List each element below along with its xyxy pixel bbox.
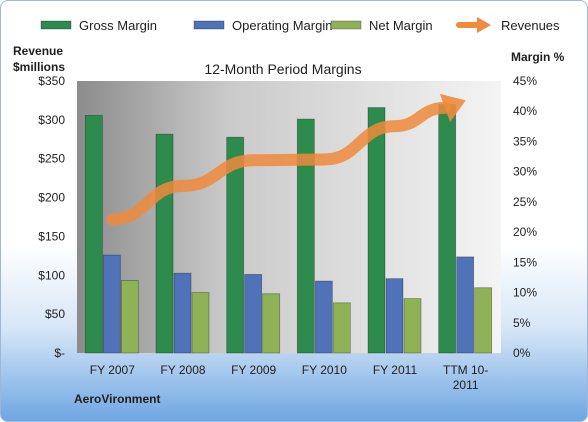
x-tick-label: FY 2011 bbox=[373, 363, 418, 377]
bar-net-margin bbox=[120, 280, 139, 354]
y-left-tick-label: $100 bbox=[38, 268, 65, 282]
y-left-tick-label: $250 bbox=[38, 152, 65, 166]
x-tick-label: TTM 10- bbox=[443, 363, 488, 377]
company-label: AeroVironment bbox=[74, 392, 160, 406]
revenue-line bbox=[106, 101, 451, 226]
bar-operating-margin bbox=[244, 274, 263, 354]
bar-operating-margin bbox=[173, 272, 192, 354]
y-right-tick-label: 30% bbox=[513, 165, 537, 179]
x-tick-label: FY 2007 bbox=[90, 363, 135, 377]
bar-net-margin bbox=[332, 302, 351, 354]
bar-net-margin bbox=[474, 287, 493, 354]
bar-operating-margin bbox=[385, 278, 404, 354]
y-axis-left-title: Revenue $millions bbox=[13, 44, 65, 74]
y-left-title-line: $millions bbox=[13, 60, 65, 74]
y-left-tick-label: $350 bbox=[38, 74, 65, 88]
y-axis-right: 45% 40% 35% 30% 25% 20% 15% 10% 5% 0% bbox=[513, 74, 537, 360]
x-tick-label: FY 2009 bbox=[231, 363, 276, 377]
legend-label: Gross Margin bbox=[79, 18, 157, 33]
revenue-arrowhead bbox=[439, 93, 466, 123]
revenue-series bbox=[106, 93, 466, 226]
y-right-tick-label: 35% bbox=[513, 134, 537, 148]
x-tick-label: FY 2008 bbox=[160, 363, 205, 377]
y-left-title-line: Revenue bbox=[13, 44, 63, 58]
y-left-tick-label: $150 bbox=[38, 229, 65, 243]
legend-swatch bbox=[193, 20, 225, 30]
bar-gross-margin bbox=[438, 104, 457, 354]
legend: Gross Margin Operating Margin Net Margin Re… bbox=[40, 17, 560, 33]
legend-swatch bbox=[40, 20, 72, 30]
bar-gross-margin bbox=[367, 107, 386, 354]
bar-gross-margin bbox=[296, 118, 315, 354]
bar-net-margin bbox=[262, 293, 281, 354]
y-right-tick-label: 40% bbox=[513, 104, 537, 118]
bar-gross-margin bbox=[84, 115, 103, 354]
y-left-tick-label: $50 bbox=[45, 307, 65, 321]
y-right-tick-label: 10% bbox=[513, 286, 537, 300]
plot-area bbox=[77, 81, 501, 353]
legend-label: Operating Margin bbox=[232, 18, 332, 33]
y-axis-left: $350 $300 $250 $200 $150 $100 $50 $- bbox=[38, 74, 65, 360]
x-tick-label: 2011 bbox=[453, 378, 479, 392]
bar-operating-margin bbox=[314, 280, 333, 354]
legend-label: Net Margin bbox=[369, 18, 433, 33]
y-right-tick-label: 25% bbox=[513, 195, 537, 209]
bar-operating-margin bbox=[456, 256, 475, 354]
bar-net-margin bbox=[191, 292, 210, 354]
y-left-tick-label: $300 bbox=[38, 113, 65, 127]
legend-label: Revenues bbox=[501, 18, 560, 33]
x-axis: FY 2007 FY 2008 FY 2009 FY 2010 FY 2011 TTM 1… bbox=[90, 363, 489, 392]
y-left-tick-label: $- bbox=[54, 346, 65, 360]
bar-operating-margin bbox=[102, 254, 121, 354]
y-right-tick-label: 5% bbox=[513, 316, 531, 330]
y-left-tick-label: $200 bbox=[38, 191, 65, 205]
x-tick-label: FY 2010 bbox=[302, 363, 347, 377]
y-right-tick-label: 0% bbox=[513, 346, 531, 360]
legend-swatch bbox=[330, 20, 362, 30]
bar-gross-margin bbox=[155, 133, 174, 354]
y-right-tick-label: 45% bbox=[513, 74, 537, 88]
bar-gross-margin bbox=[226, 136, 245, 354]
y-right-tick-label: 20% bbox=[513, 225, 537, 239]
legend-swatch-arrow bbox=[477, 17, 491, 33]
y-axis-right-title: Margin % bbox=[511, 50, 565, 64]
bar-series bbox=[84, 104, 493, 354]
bar-net-margin bbox=[403, 298, 422, 354]
chart-title: 12-Month Period Margins bbox=[204, 61, 361, 77]
y-right-tick-label: 15% bbox=[513, 255, 537, 269]
